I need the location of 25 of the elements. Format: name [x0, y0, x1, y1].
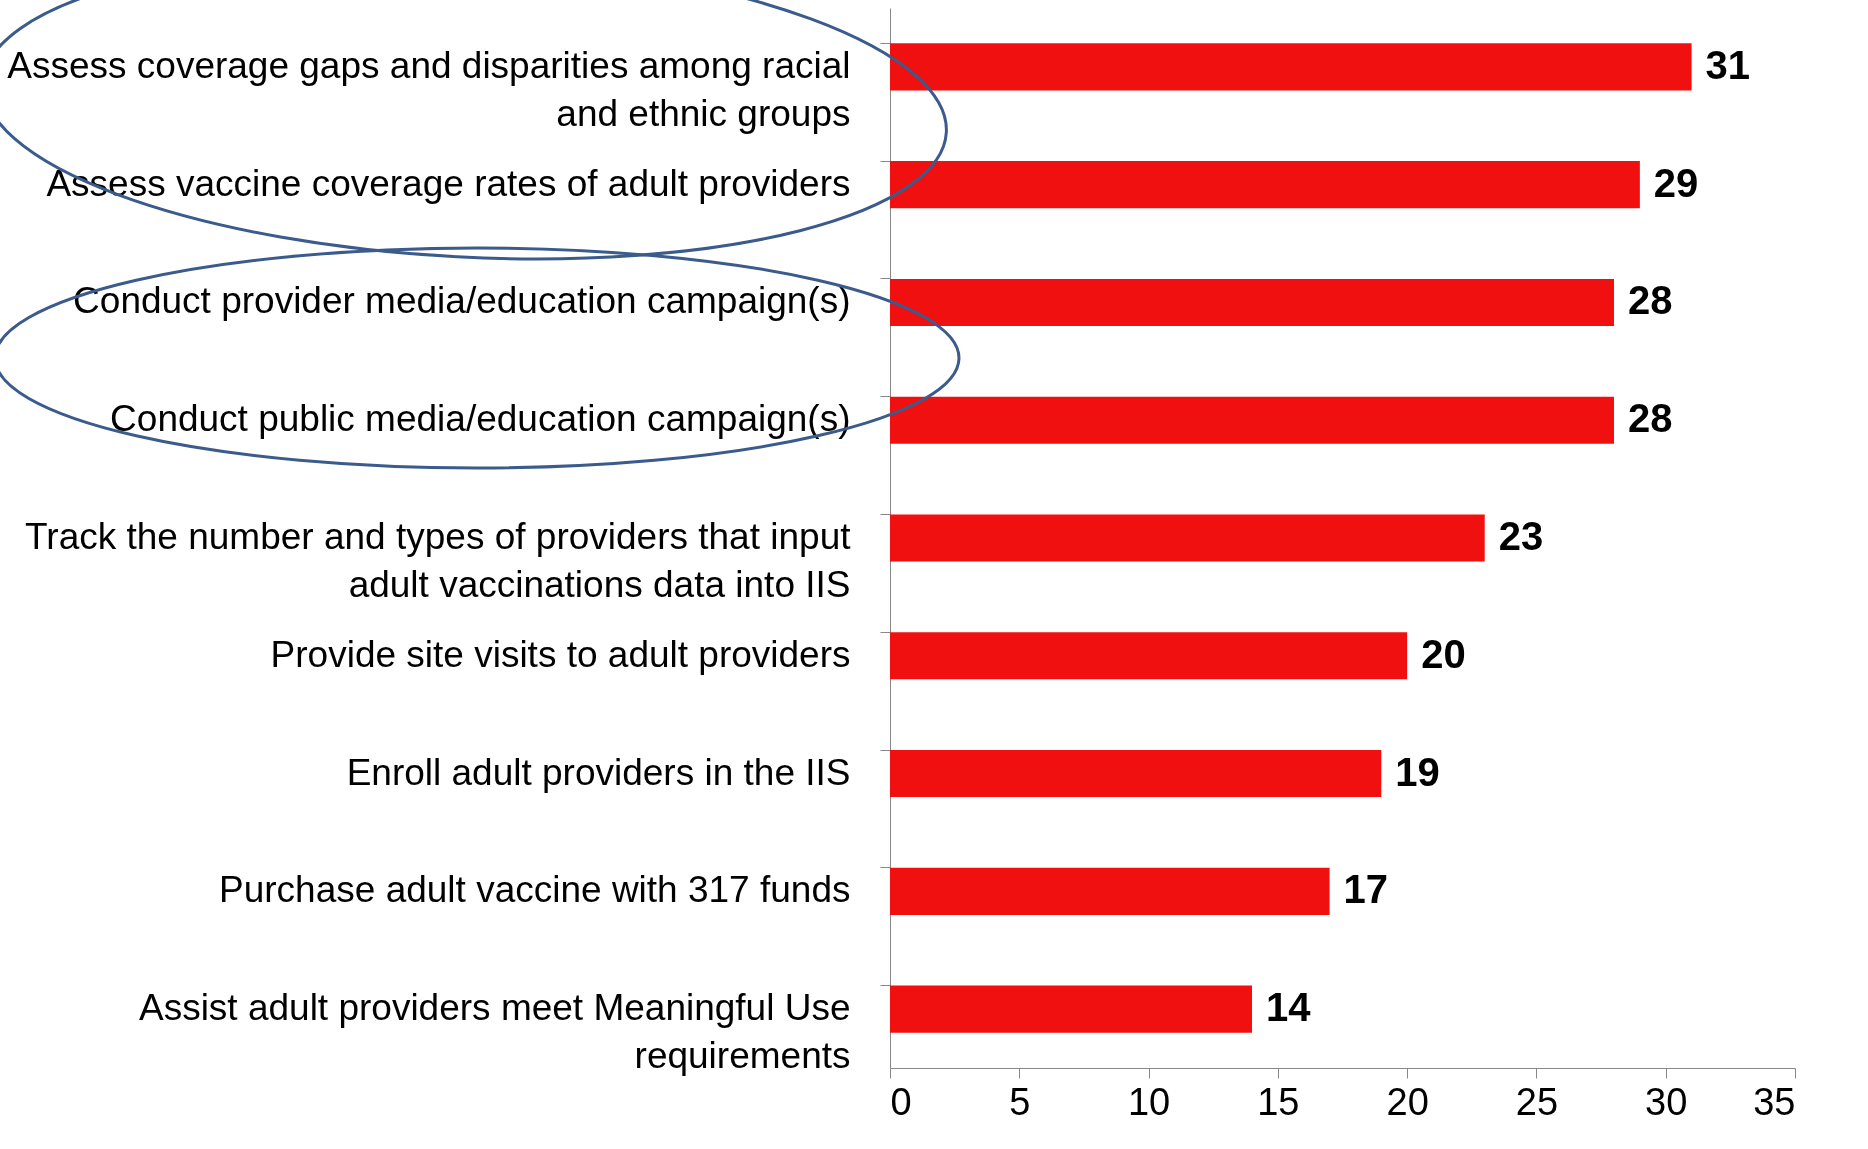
data-label: 28	[1628, 396, 1673, 441]
y-tick-label: Assist adult providers meet Meaningful Use requirements	[138, 987, 851, 1077]
data-label: 28	[1628, 278, 1673, 323]
x-tick-label: 25	[1515, 1080, 1559, 1123]
x-tick-label: 10	[1127, 1080, 1171, 1123]
x-tick-label: 30	[1645, 1080, 1688, 1123]
y-tick-label: Provide site visits to adult providers	[270, 633, 851, 675]
data-label: 31	[1705, 42, 1751, 87]
x-tick-label: 15	[1257, 1080, 1300, 1123]
data-label: 23	[1498, 514, 1544, 558]
y-tick-label: Assess coverage gaps and disparities among racial and ethnic groups	[7, 44, 851, 134]
y-tick-label: Enroll adult providers in the IIS	[346, 751, 851, 793]
data-label: 17	[1343, 867, 1389, 912]
x-tick-label: 20	[1386, 1080, 1429, 1123]
x-tick-label: 35	[1753, 1080, 1796, 1123]
data-label: 29	[1653, 160, 1699, 205]
y-tick-label: Conduct public media/education campaign(s)	[110, 398, 851, 440]
y-tick-label: Track the number and types of providers that input adult vaccinations data into IIS	[25, 516, 852, 605]
x-tick-label: 0	[890, 1080, 912, 1123]
y-tick-label: Conduct provider media/education campaign(s)	[73, 280, 851, 322]
x-tick-label: 5	[1009, 1080, 1031, 1123]
data-label: 20	[1421, 631, 1466, 676]
data-label: 19	[1395, 749, 1440, 794]
data-label: 14	[1266, 985, 1312, 1030]
y-tick-label: Purchase adult vaccine with 317 funds	[219, 869, 851, 911]
